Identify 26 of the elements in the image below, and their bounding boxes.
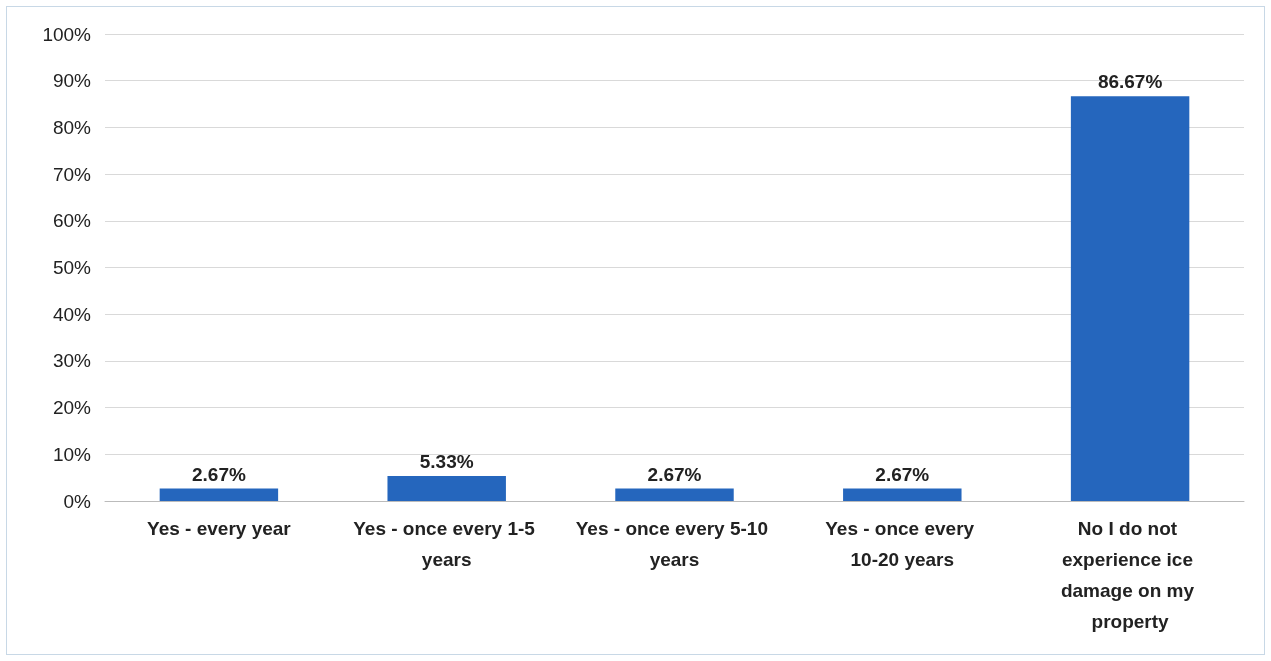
bar	[843, 488, 962, 501]
x-tick-label: Yes - once every 1-5 years	[353, 518, 541, 570]
bar	[387, 476, 506, 501]
bar	[1070, 96, 1190, 501]
x-tick-label: Yes - once every 5-10 years	[575, 518, 774, 570]
y-tick-label: 90%	[52, 70, 92, 92]
y-tick-label: 20%	[52, 397, 92, 419]
y-tick-label: 70%	[52, 163, 92, 185]
y-tick-label: 10%	[52, 443, 92, 465]
y-tick-label: 50%	[52, 257, 92, 278]
bar	[615, 488, 734, 501]
y-tick-label: 80%	[52, 116, 92, 138]
x-tick-label: Yes - once every 10-20 years	[825, 518, 980, 570]
y-tick-label: 40%	[52, 303, 92, 325]
y-tick-label: 60%	[52, 210, 92, 232]
x-tick-label: Yes - every year	[147, 518, 292, 539]
y-tick-label: 0%	[63, 490, 92, 512]
data-label: 2.67%	[875, 463, 930, 485]
y-tick-label: 100%	[42, 23, 92, 45]
bar	[159, 488, 279, 501]
data-label: 2.67%	[191, 463, 246, 485]
data-label: 2.67%	[647, 463, 702, 485]
data-label: 5.33%	[419, 451, 474, 473]
x-tick-label: No I do not experience ice damage on my property	[1060, 518, 1200, 632]
y-tick-label: 30%	[52, 350, 92, 372]
data-label: 86.67%	[1097, 71, 1163, 93]
